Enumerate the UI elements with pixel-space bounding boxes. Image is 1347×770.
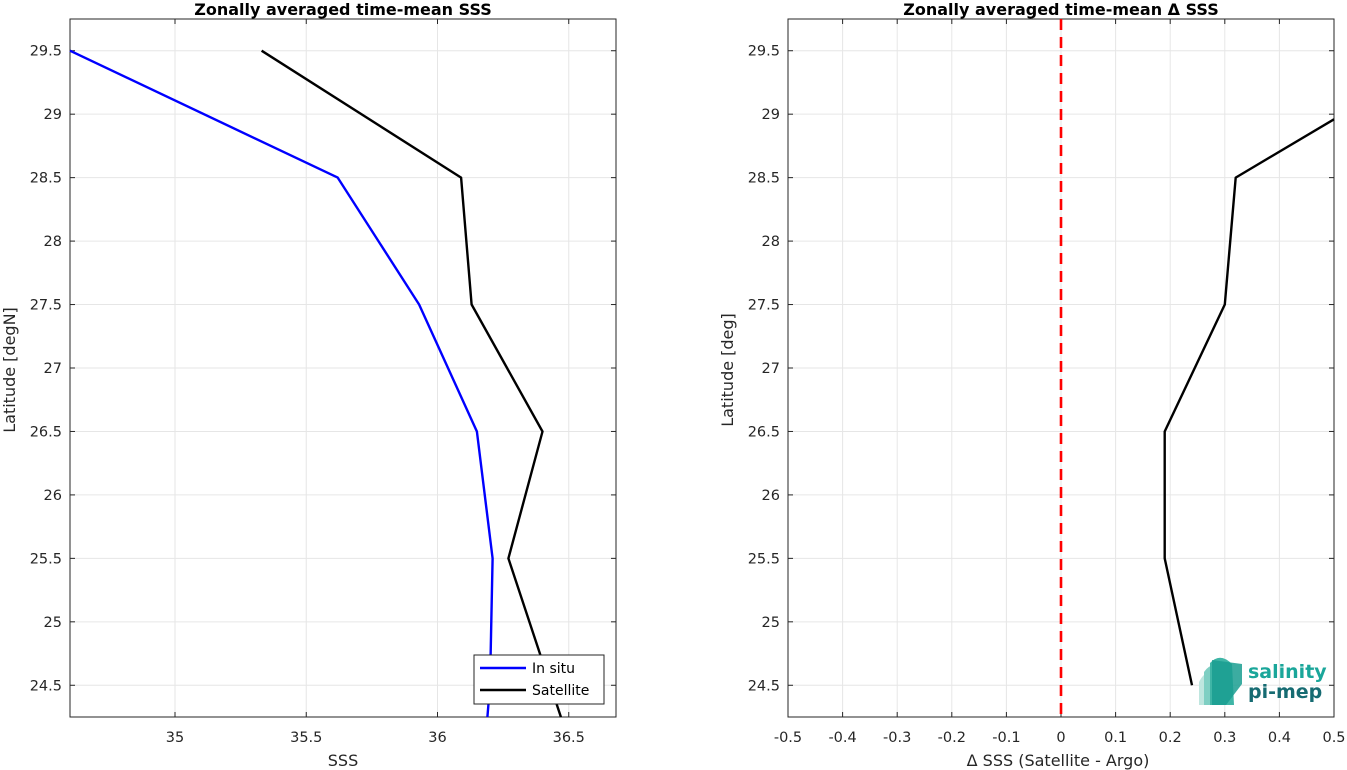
y-tick-label: 28 (44, 234, 62, 250)
left-series (69, 49, 563, 718)
y-tick-label: 25.5 (748, 551, 780, 567)
x-tick-label: 0.3 (1213, 730, 1236, 746)
series-line-in-situ (69, 49, 494, 718)
logo-text-pi-mep: pi-mep (1248, 681, 1322, 703)
x-tick-label: 35 (166, 730, 184, 746)
y-tick-label: 27 (762, 361, 780, 377)
y-tick-label: 26 (762, 488, 780, 504)
x-tick-label: 0 (1056, 730, 1065, 746)
left-ticks: 35 35.5 36 36.5 24.5 25 25.5 26 26.5 27 27.5 28 28.5… (30, 19, 616, 746)
y-tick-label: 26.5 (748, 424, 780, 440)
series-line-satellite (260, 49, 563, 718)
legend-box (473, 654, 605, 705)
x-tick-label: 0.5 (1322, 730, 1345, 746)
y-tick-label: 25 (44, 615, 62, 631)
y-tick-label: 29.5 (748, 44, 780, 60)
right-series (1059, 19, 1335, 717)
left-chart: 35 35.5 36 36.5 24.5 25 25.5 26 26.5 27 27.5 28 28.5… (0, 0, 617, 770)
right-y-axis-label: Latitude [deg] (718, 313, 737, 427)
x-tick-label: 0.2 (1159, 730, 1182, 746)
left-chart-title: Zonally averaged time-mean SSS (194, 0, 492, 19)
y-tick-label: 26 (44, 488, 62, 504)
y-tick-label: 25 (762, 615, 780, 631)
x-tick-label: 35.5 (290, 730, 322, 746)
y-tick-label: 28 (762, 234, 780, 250)
y-tick-label: 27.5 (30, 298, 62, 314)
y-tick-label: 24.5 (748, 678, 780, 694)
x-tick-label: -0.1 (992, 730, 1020, 746)
right-chart: -0.5 -0.4 -0.3 -0.2 -0.1 0 0.1 0.2 0.3 0.4 0.5 24.5… (718, 0, 1346, 770)
right-chart-title: Zonally averaged time-mean Δ SSS (903, 0, 1219, 19)
y-tick-label: 28.5 (748, 171, 780, 187)
x-tick-label: -0.5 (774, 730, 802, 746)
left-grid (70, 19, 616, 717)
x-tick-label: -0.3 (883, 730, 911, 746)
right-x-axis-label: Δ SSS (Satellite - Argo) (967, 751, 1150, 770)
logo-text-salinity: salinity (1248, 661, 1327, 683)
x-tick-label: -0.4 (828, 730, 856, 746)
legend-label-in-situ: In situ (532, 661, 575, 677)
x-tick-label: 0.4 (1268, 730, 1291, 746)
y-tick-label: 27.5 (748, 298, 780, 314)
y-tick-label: 29 (44, 107, 62, 123)
y-tick-label: 26.5 (30, 424, 62, 440)
x-tick-label: -0.2 (938, 730, 966, 746)
left-y-axis-label: Latitude [degN] (0, 307, 19, 433)
logo-wave-icon (1199, 657, 1242, 705)
left-x-axis-label: SSS (328, 751, 358, 770)
y-tick-label: 24.5 (30, 678, 62, 694)
y-tick-label: 25.5 (30, 551, 62, 567)
right-ticks: -0.5 -0.4 -0.3 -0.2 -0.1 0 0.1 0.2 0.3 0.4 0.5 24.5… (748, 19, 1346, 746)
x-tick-label: 0.1 (1104, 730, 1127, 746)
series-line-delta-sss (1163, 118, 1335, 686)
y-tick-label: 29.5 (30, 44, 62, 60)
salinity-pi-mep-logo: salinity pi-mep (1199, 657, 1327, 705)
y-tick-label: 29 (762, 107, 780, 123)
y-tick-label: 28.5 (30, 171, 62, 187)
y-tick-label: 27 (44, 361, 62, 377)
x-tick-label: 36 (428, 730, 446, 746)
x-tick-label: 36.5 (553, 730, 585, 746)
legend: In situ Satellite (473, 654, 605, 705)
legend-label-satellite: Satellite (532, 683, 589, 699)
